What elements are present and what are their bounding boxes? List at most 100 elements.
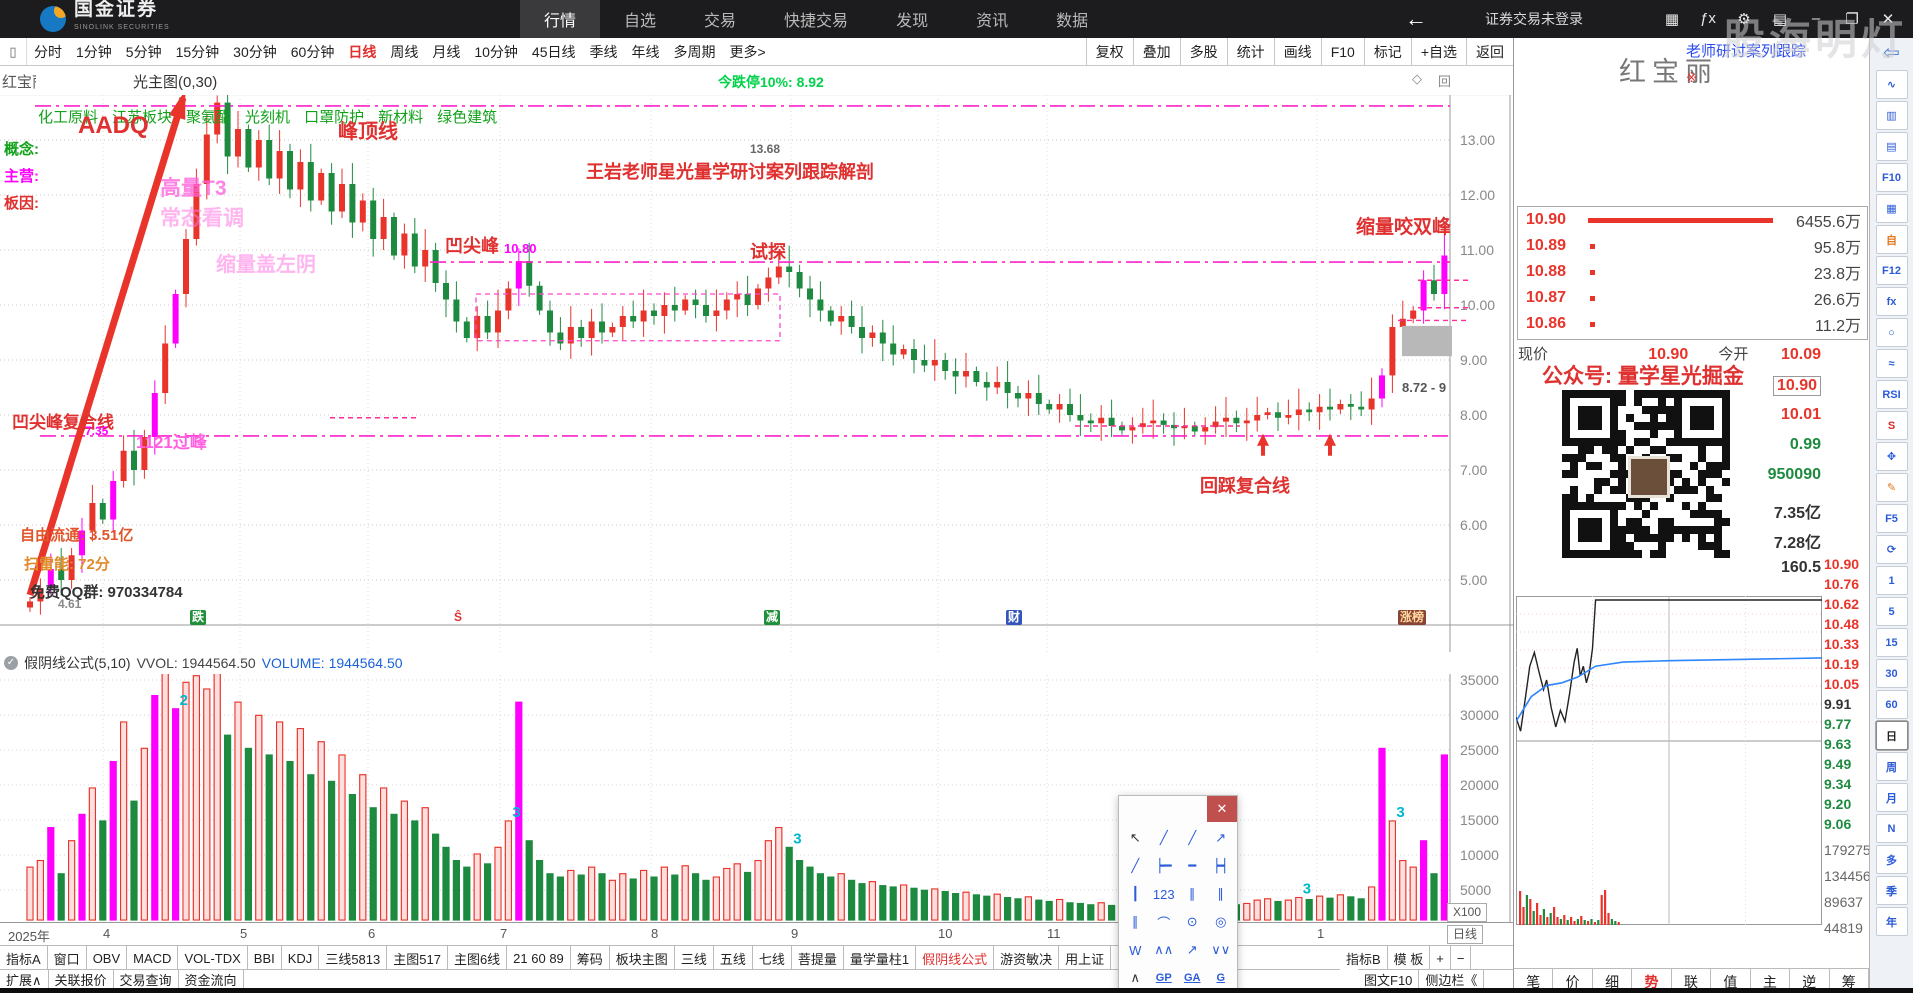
stock-tab-label[interactable]: 红宝丽 xyxy=(2,74,38,91)
report-icon[interactable]: ▤ xyxy=(1875,132,1908,161)
parallel2-tool[interactable]: ∥ xyxy=(1217,886,1225,901)
period-15-icon[interactable]: 15 xyxy=(1875,628,1908,657)
collapse-arrow-icon[interactable]: ⇦ xyxy=(1883,42,1900,64)
period-30分钟[interactable]: 30分钟 xyxy=(233,43,277,60)
bottom-tab-交易查询[interactable]: 交易查询 xyxy=(114,970,179,989)
apps-grid-icon[interactable]: ▦ xyxy=(1664,11,1680,28)
kline-icon[interactable]: ▥ xyxy=(1875,101,1908,130)
period-1分钟[interactable]: 1分钟 xyxy=(76,43,112,60)
indicator-tab-指标A[interactable]: 指标A xyxy=(0,946,48,970)
ellipse-tool[interactable]: ◎ xyxy=(1215,914,1227,929)
period-周线[interactable]: 周线 xyxy=(390,43,419,60)
custom-icon[interactable]: 自 xyxy=(1875,225,1908,254)
period-10分钟[interactable]: 10分钟 xyxy=(474,43,518,60)
indicator-tab-21 60 89[interactable]: 21 60 89 xyxy=(507,946,571,970)
f10-icon[interactable]: F10 xyxy=(1875,163,1908,192)
period-15分钟[interactable]: 15分钟 xyxy=(175,43,220,60)
indicator-formula-label[interactable]: 假阴线公式(5,10) xyxy=(24,655,131,671)
action-统计[interactable]: 统计 xyxy=(1226,38,1274,65)
circle-icon[interactable]: ○ xyxy=(1875,318,1908,347)
f5-icon[interactable]: F5 xyxy=(1875,504,1908,533)
bottom-tab-关联报价[interactable]: 关联报价 xyxy=(49,970,114,989)
right-row2-图文F10[interactable]: 图文F10 xyxy=(1358,970,1420,989)
f12-icon[interactable]: F12 xyxy=(1875,256,1908,285)
indicator-tab-假阴线公式[interactable]: 假阴线公式 xyxy=(916,946,995,970)
right-row1-−[interactable]: − xyxy=(1451,946,1472,970)
stock-name[interactable]: 红宝丽 xyxy=(1619,57,1718,87)
rsi-icon[interactable]: RSI xyxy=(1875,380,1908,409)
indicator-tab-用上证[interactable]: 用上证 xyxy=(1059,946,1112,970)
indicator-tab-MACD[interactable]: MACD xyxy=(127,946,179,970)
period-季线[interactable]: 季线 xyxy=(589,43,618,60)
indicator-tab-筹码[interactable]: 筹码 xyxy=(571,946,610,970)
zigzag-v-tool[interactable]: ∨∨ xyxy=(1211,942,1231,957)
right-row2-侧边栏《[interactable]: 侧边栏《 xyxy=(1419,970,1485,989)
trend-line-icon[interactable]: ∿ xyxy=(1875,70,1908,99)
ga-tool[interactable]: GA xyxy=(1184,972,1201,984)
arc-tool[interactable]: ⌒ xyxy=(1157,915,1171,931)
right-row1-模 板[interactable]: 模 板 xyxy=(1388,946,1431,970)
indicator-tab-KDJ[interactable]: KDJ xyxy=(282,946,320,970)
sector-tag[interactable]: 口罩防护 xyxy=(304,109,365,126)
back-arrow-icon[interactable]: ← xyxy=(1405,6,1427,31)
event-badge-跌[interactable]: 跌 xyxy=(190,610,207,625)
indicator-tab-三线5813[interactable]: 三线5813 xyxy=(319,946,388,970)
period-quarter-icon[interactable]: 季 xyxy=(1875,876,1908,905)
panel-tab-细[interactable]: 细 xyxy=(1593,969,1633,993)
board-icon[interactable]: ▦ xyxy=(1875,194,1908,223)
move-icon[interactable]: ✥ xyxy=(1875,442,1908,471)
sector-tag[interactable]: 光刻机 xyxy=(245,109,291,126)
period-day-icon[interactable]: 日 xyxy=(1875,721,1908,750)
bottom-tab-扩展∧[interactable]: 扩展∧ xyxy=(0,970,49,989)
cart-icon[interactable]: ▤ xyxy=(1772,11,1788,28)
circle-tool[interactable]: ⊙ xyxy=(1186,914,1198,929)
panel-tab-主[interactable]: 主 xyxy=(1751,969,1791,993)
h-line-tool[interactable]: ━ xyxy=(1188,858,1197,873)
period-60分钟[interactable]: 60分钟 xyxy=(290,43,335,60)
event-badge-财[interactable]: 财 xyxy=(1006,610,1023,625)
indicator-tab-量学量柱1[interactable]: 量学量柱1 xyxy=(844,946,917,970)
action-标记[interactable]: 标记 xyxy=(1363,38,1411,65)
sector-tag[interactable]: 绿色建筑 xyxy=(437,109,498,126)
panel-tab-联[interactable]: 联 xyxy=(1672,969,1712,993)
teacher-link[interactable]: 老师研讨案列跟踪 xyxy=(1686,43,1807,60)
panel-tab-值[interactable]: 值 xyxy=(1711,969,1751,993)
action-叠加[interactable]: 叠加 xyxy=(1132,38,1180,65)
period-n-icon[interactable]: N xyxy=(1875,814,1908,843)
close-icon[interactable]: ✕ xyxy=(1207,796,1237,822)
period-月线[interactable]: 月线 xyxy=(432,43,461,60)
pointer-tool[interactable]: ↖ xyxy=(1129,830,1141,845)
indicator-tab-主图517[interactable]: 主图517 xyxy=(387,946,448,970)
period-box-label[interactable]: 日线 xyxy=(1447,925,1484,944)
menu-item-自选[interactable]: 自选 xyxy=(624,13,657,30)
period-5-icon[interactable]: 5 xyxy=(1875,597,1908,626)
menu-item-快捷交易[interactable]: 快捷交易 xyxy=(784,13,849,30)
period-45日线[interactable]: 45日线 xyxy=(531,43,576,60)
sector-tag[interactable]: 聚氨酯 xyxy=(186,109,232,126)
s-signal-icon[interactable]: S xyxy=(1875,411,1908,440)
formula-icon[interactable]: fx xyxy=(1875,287,1908,316)
parallel-tool[interactable]: ∥ xyxy=(1189,886,1196,901)
menu-item-数据[interactable]: 数据 xyxy=(1056,13,1089,30)
mountain-tool[interactable]: ∧ xyxy=(1130,970,1140,985)
period-年线[interactable]: 年线 xyxy=(631,43,660,60)
period-日线[interactable]: 日线 xyxy=(348,43,377,60)
ray-tool[interactable]: ╱ xyxy=(1131,858,1140,873)
panel-tab-价[interactable]: 价 xyxy=(1553,969,1593,993)
gp-tool[interactable]: GP xyxy=(1155,972,1172,984)
number-tool[interactable]: 123 xyxy=(1152,886,1175,902)
sector-tag[interactable]: 江苏板块 xyxy=(112,109,173,126)
peaks-tool[interactable]: ∧∧ xyxy=(1154,942,1174,957)
indicator-tab-窗口[interactable]: 窗口 xyxy=(48,946,87,970)
minute-chart[interactable] xyxy=(1515,558,1823,925)
indicator-tab-VOL-TDX[interactable]: VOL-TDX xyxy=(178,946,248,970)
refresh-icon[interactable]: ⟳ xyxy=(1875,535,1908,564)
main-indicator-label[interactable]: 光主图(0,30) xyxy=(133,74,218,91)
indicator-tab-游资敏决[interactable]: 游资敏决 xyxy=(994,946,1060,970)
segment-tool[interactable]: ╱ xyxy=(1188,830,1197,845)
right-row1-+[interactable]: + xyxy=(1430,946,1451,970)
panel-tab-逆[interactable]: 逆 xyxy=(1790,969,1830,993)
indicator-tab-主图6线[interactable]: 主图6线 xyxy=(448,946,508,970)
action-返回[interactable]: 返回 xyxy=(1466,38,1513,65)
